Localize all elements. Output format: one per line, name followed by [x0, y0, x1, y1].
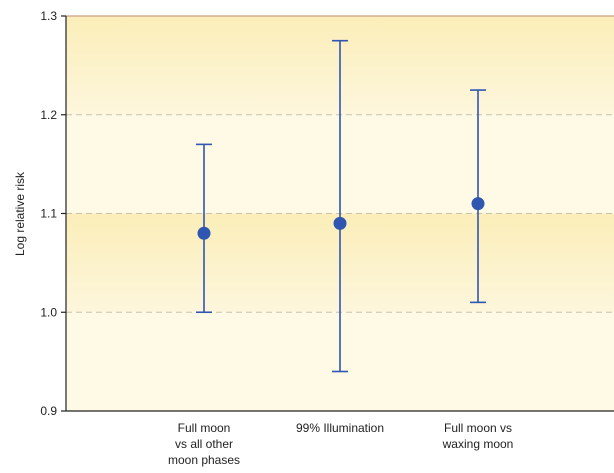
x-category-labels: Full moon vs all other moon phases 99% Illu… — [168, 421, 513, 467]
y-tick-labels: 0.9 1.0 1.1 1.2 1.3 — [40, 9, 57, 418]
axes — [61, 15, 614, 412]
x-category-label-line: moon phases — [168, 453, 240, 467]
error-bars — [196, 39, 486, 373]
y-tick-label: 1.1 — [40, 207, 57, 221]
y-tick-label: 1.0 — [40, 305, 57, 319]
x-category-label-line: Full moon — [178, 421, 231, 435]
y-tick-label: 1.2 — [40, 108, 57, 122]
x-category-label-line: Full moon vs — [444, 421, 512, 435]
y-tick-label: 0.9 — [40, 404, 57, 418]
x-category-label: Full moon vs all other moon phases — [168, 421, 240, 467]
x-category-label-line: 99% Illumination — [296, 421, 384, 435]
data-point — [197, 226, 211, 240]
x-category-label: Full moon vs waxing moon — [442, 421, 514, 451]
x-category-label: 99% Illumination — [296, 421, 384, 435]
y-axis-label: Log relative risk — [13, 171, 27, 256]
x-category-label-line: vs all other — [175, 437, 233, 451]
x-category-label-line: waxing moon — [442, 437, 514, 451]
data-point — [333, 216, 347, 230]
data-point — [471, 197, 485, 211]
y-tick-label: 1.3 — [40, 9, 57, 23]
data-points — [197, 197, 485, 240]
